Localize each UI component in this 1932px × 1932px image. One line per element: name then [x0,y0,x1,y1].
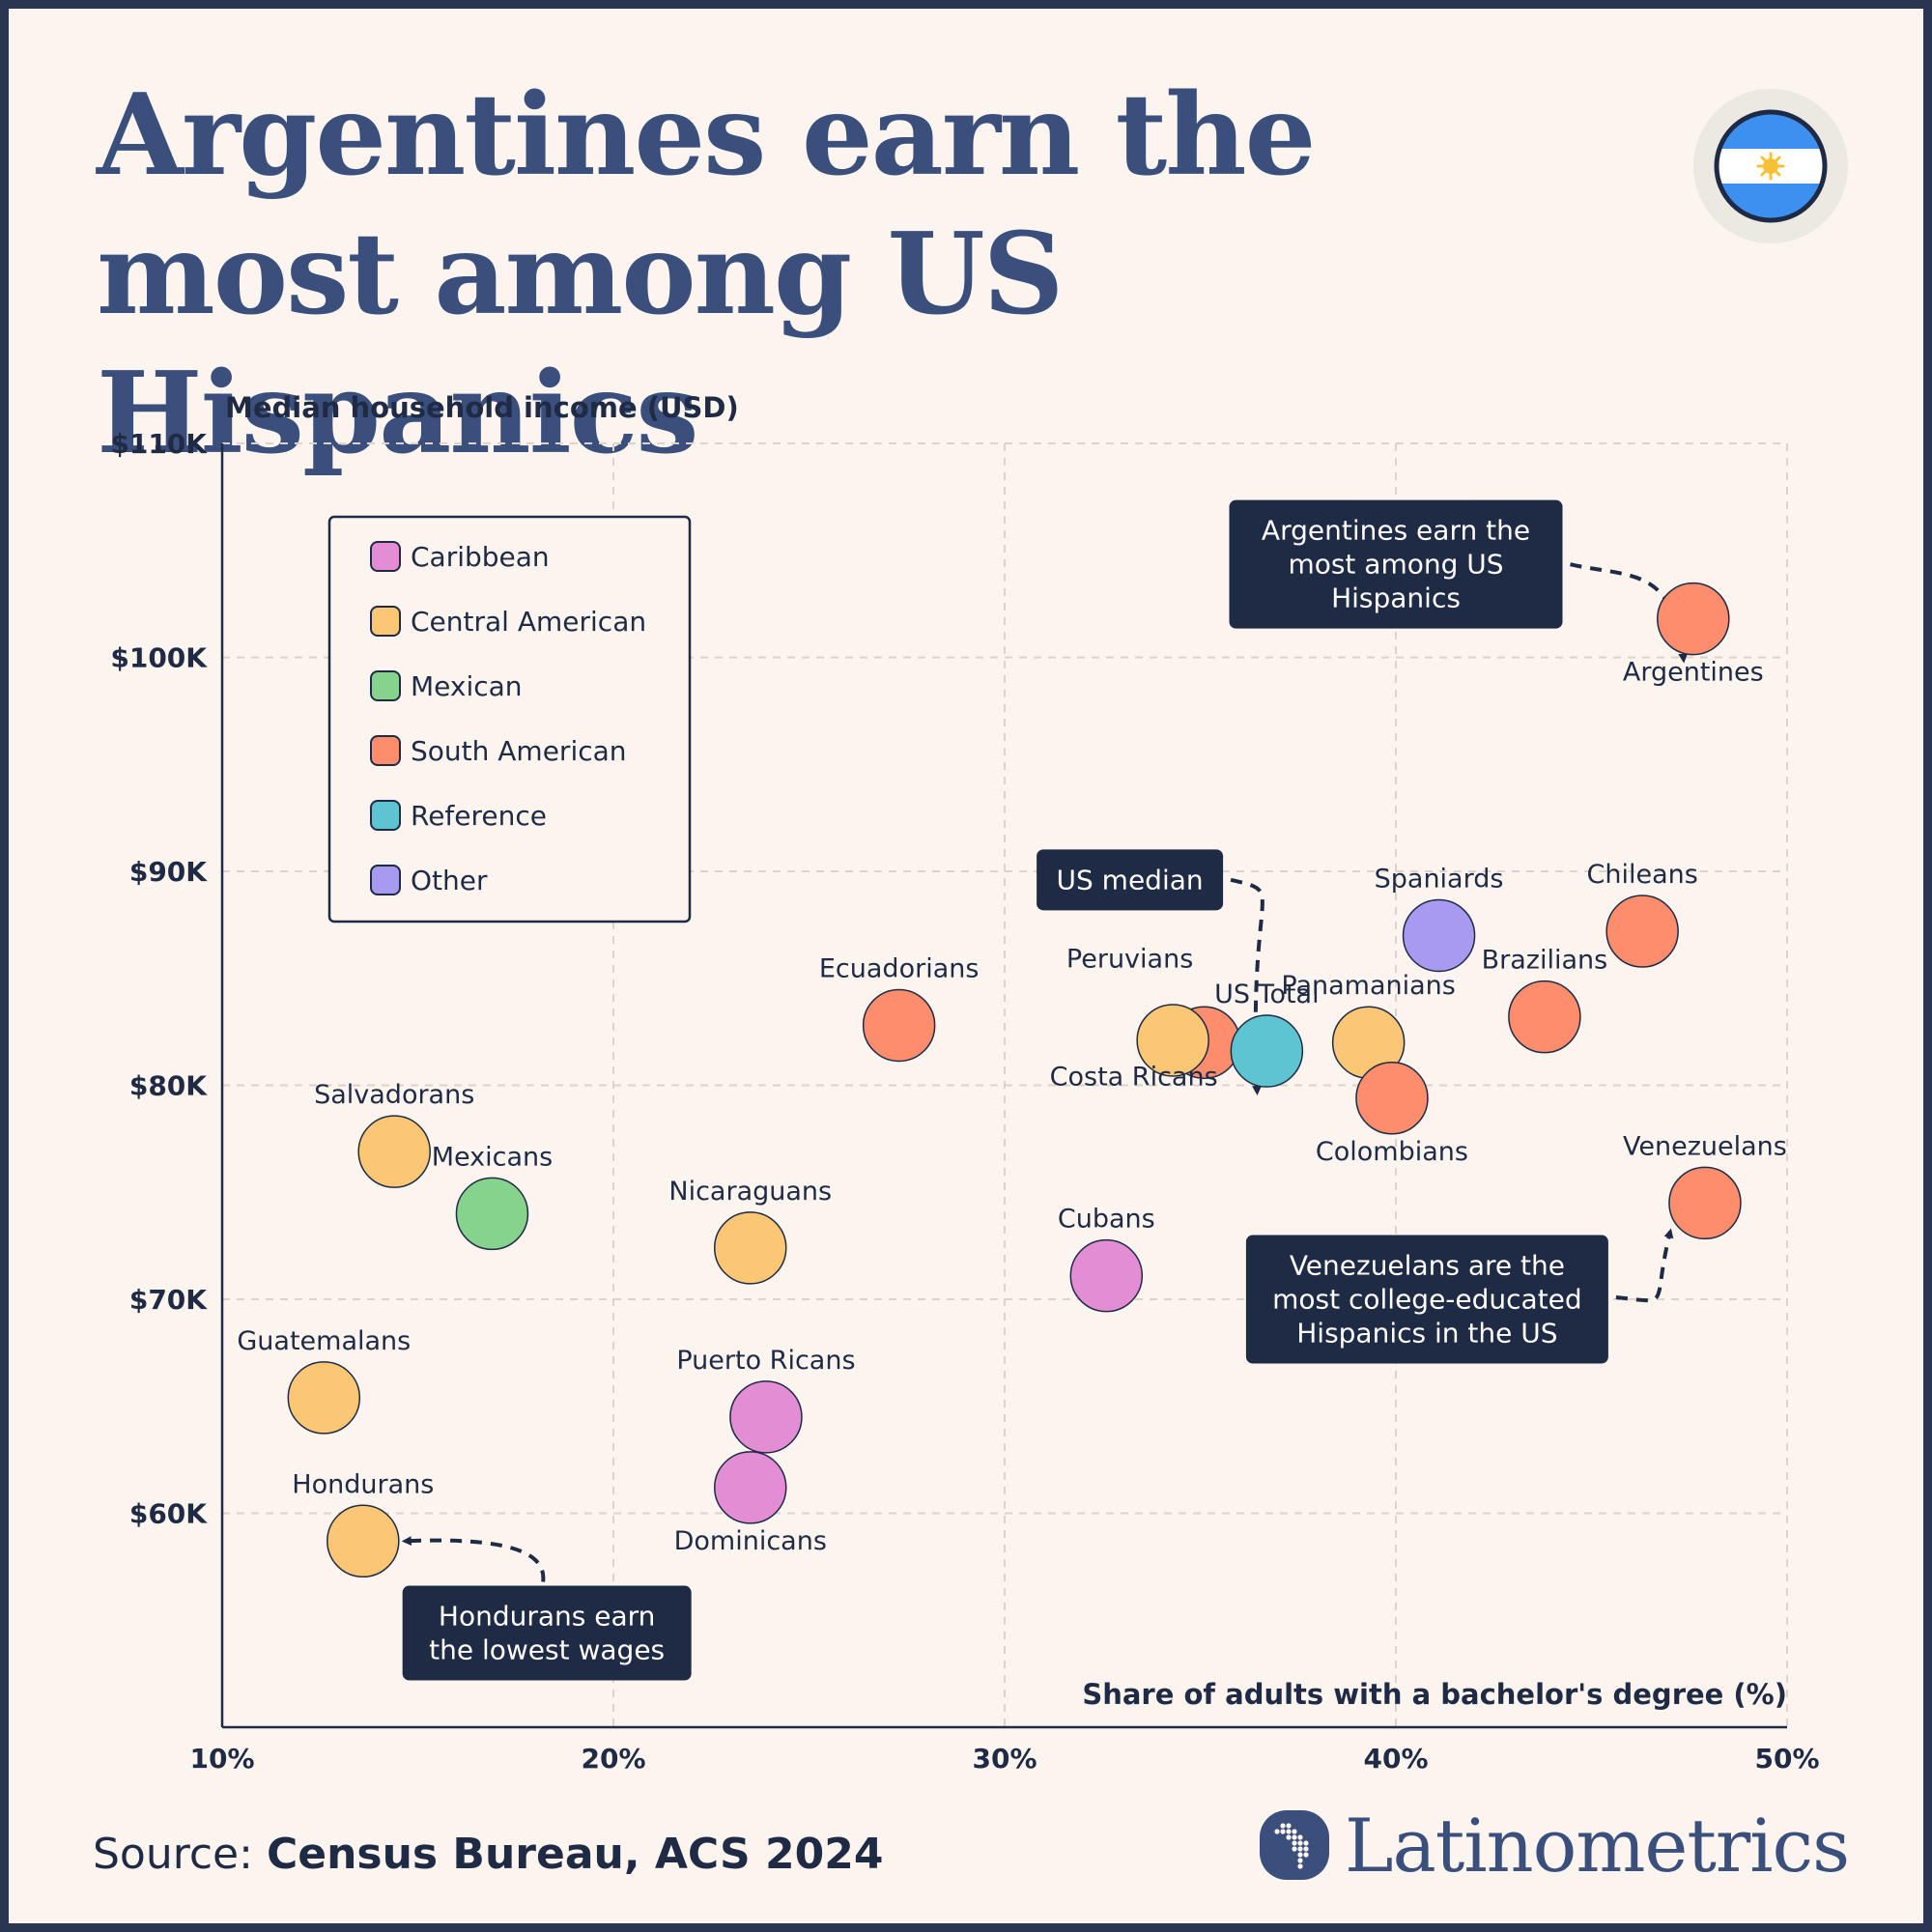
point-label-brazilians: Brazilians [1482,946,1608,976]
legend-label-central-american: Central American [411,606,646,638]
point-labels: Argentines Chileans Brazilians Venezuelans S… [237,658,1787,1556]
annotation-text: Hondurans earn [439,1601,656,1633]
annotation-arrow [1615,1228,1674,1303]
annotation-text: Argentines earn the [1262,515,1530,547]
sun-icon [1756,152,1785,181]
point-us-total [1230,1014,1304,1088]
latinometrics-logo-icon [1260,1810,1329,1880]
annotation-text: the lowest wages [429,1634,665,1666]
point-ecuadorians [862,988,936,1063]
point-label-venezuelans: Venezuelans [1623,1131,1787,1161]
annotation-text: US median [1057,864,1204,895]
point-label-hondurans: Hondurans [292,1469,434,1499]
legend-swatch-central-american [370,606,401,637]
annotation-box [1245,1235,1608,1364]
point-label-us-total: US Total [1214,980,1320,1009]
annotation-box [1037,849,1224,911]
point-costa-ricans [1136,1004,1209,1077]
tick-labels: $60K $70K $80K $90K $100K $110K 10% 20% 30% 40% 50… [110,428,1819,1775]
x-tick-label: 40% [1363,1743,1428,1775]
legend-swatch-other [370,865,401,895]
y-axis-label: Median household income (USD) [225,391,739,424]
point-label-colombians: Colombians [1316,1137,1468,1167]
point-cubans [1069,1238,1144,1313]
data-points [287,582,1742,1578]
point-chileans [1605,895,1679,968]
point-label-mexicans: Mexicans [432,1142,553,1172]
point-brazilians [1508,980,1581,1054]
y-tick-label: $60K [129,1498,208,1530]
annotation-text: Hispanics [1331,582,1461,614]
x-tick-label: 30% [972,1743,1037,1775]
point-label-guatemalans: Guatemalans [237,1326,411,1356]
point-label-ecuadorians: Ecuadorians [819,953,980,983]
annotation-text: most college-educated [1272,1284,1582,1316]
point-label-dominicans: Dominicans [674,1526,827,1556]
x-tick-label: 20% [581,1743,645,1775]
legend-label-caribbean: Caribbean [411,541,550,573]
infographic-frame [9,9,1923,1923]
legend-label-other: Other [411,865,488,896]
point-guatemalans [287,1361,361,1435]
annotation-text: Venezuelans are the [1290,1250,1565,1282]
point-label-spaniards: Spaniards [1375,864,1504,894]
annotation-us-total: US median [1037,849,1264,1096]
point-label-salvadorans: Salvadorans [314,1080,474,1110]
page-title: Argentines earn the most among US Hispan… [97,70,1316,479]
point-puerto-ricans [729,1380,803,1454]
point-colombians [1355,1062,1429,1135]
x-tick-label: 50% [1754,1743,1819,1775]
legend-swatch-caribbean [370,541,401,572]
point-dominicans [714,1451,787,1524]
x-tick-label: 10% [189,1743,254,1775]
point-venezuelans [1668,1166,1742,1240]
y-tick-label: $110K [110,428,208,460]
point-label-peruvians: Peruvians [1066,945,1193,975]
legend-swatch-reference [370,800,401,831]
legend-swatch-south-american [370,735,401,766]
point-nicaraguans [714,1211,787,1285]
source-text: Census Bureau, ACS 2024 [266,1830,884,1879]
y-tick-label: $100K [110,642,208,674]
annotation-box [1229,499,1563,629]
source-note: Source: Census Bureau, ACS 2024 [93,1830,884,1879]
point-salvadorans [357,1115,431,1188]
point-mexicans [455,1177,529,1251]
point-label-panamanians: Panamanians [1281,971,1455,1001]
annotation-arrow [1570,562,1689,664]
point-label-puerto-ricans: Puerto Ricans [676,1346,855,1376]
y-tick-label: $70K [129,1284,208,1316]
point-argentines [1657,582,1730,656]
axes [220,443,1787,1729]
source-prefix: Source: [93,1830,253,1879]
argentina-flag-icon [1693,89,1848,243]
point-label-cubans: Cubans [1058,1205,1155,1235]
legend-box [327,515,692,923]
annotation-box [402,1585,692,1681]
annotation-arrow [401,1536,546,1582]
x-axis-label: Share of adults with a bachelor's degree… [1082,1678,1787,1711]
y-tick-label: $80K [129,1070,208,1102]
annotation-text: most among US [1288,549,1503,581]
legend-label-reference: Reference [411,800,547,832]
legend-label-south-american: South American [411,735,627,767]
point-label-nicaraguans: Nicaraguans [668,1177,832,1207]
brand-logo: Latinometrics [1258,1802,1850,1889]
point-spaniards [1402,898,1476,973]
legend: Caribbean Central American Mexican South Am… [327,515,692,923]
point-label-costa-ricans: Costa Ricans [1050,1063,1218,1093]
point-label-argentines: Argentines [1623,658,1764,688]
annotation-text: Hispanics in the US [1296,1318,1557,1350]
point-label-chileans: Chileans [1586,860,1697,890]
legend-label-mexican: Mexican [411,670,523,702]
point-hondurans [327,1504,400,1578]
y-tick-label: $90K [129,856,208,888]
legend-swatch-mexican [370,670,401,701]
brand-name: Latinometrics [1345,1802,1850,1889]
